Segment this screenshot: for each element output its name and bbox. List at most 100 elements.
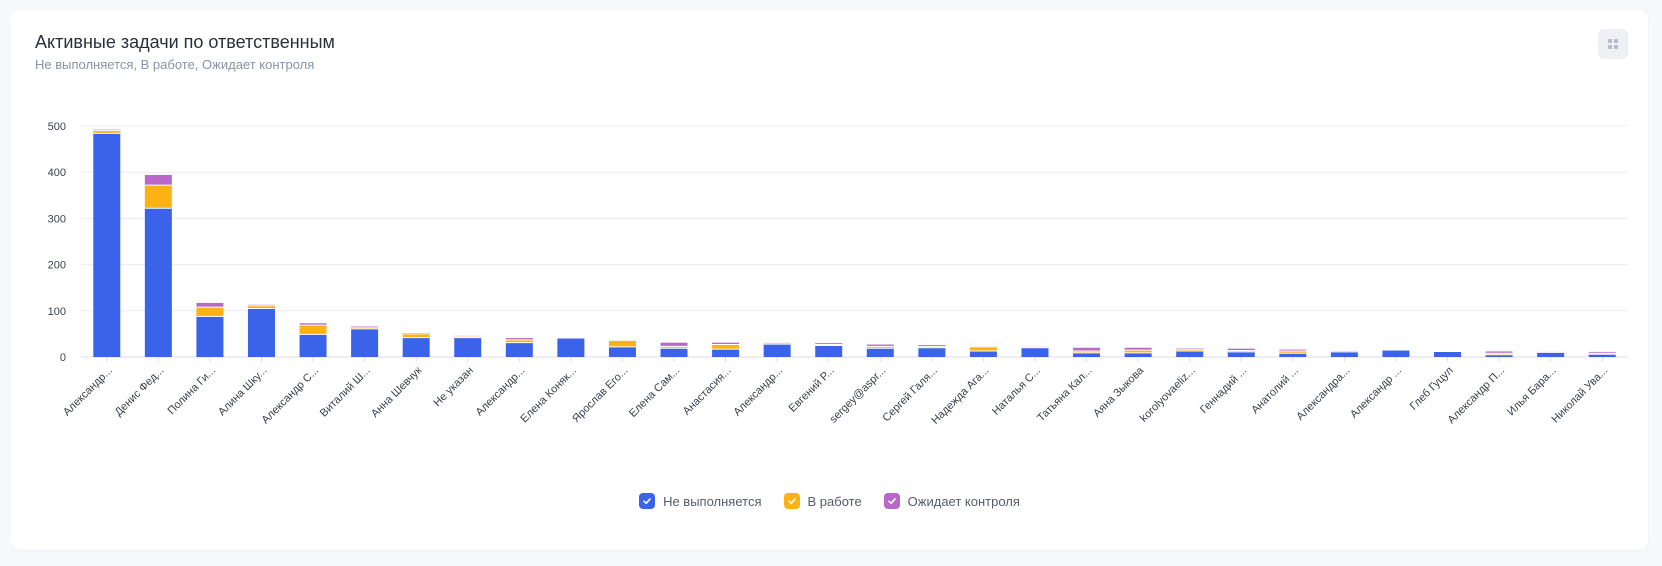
x-tick-label: sergey@aspr... xyxy=(827,365,888,426)
bar-segment xyxy=(866,348,894,357)
legend-checkbox[interactable] xyxy=(883,493,900,509)
bar-segment xyxy=(1073,352,1101,357)
chart-legend: Не выполняется В работе Ожидает контроля xyxy=(11,493,1648,509)
x-tick-label: Анна Шевчук xyxy=(369,365,424,420)
x-tick-label: Виталий Ш... xyxy=(318,365,373,420)
bar-segment xyxy=(93,133,121,357)
bar-segment xyxy=(1227,350,1255,352)
bar-segment xyxy=(1124,347,1152,351)
bar-segment xyxy=(505,338,533,340)
x-tick-label: Наталья С... xyxy=(990,365,1043,418)
x-tick-label: Анастасия... xyxy=(681,365,734,418)
bar-segment xyxy=(969,346,997,351)
bar-segment xyxy=(247,308,275,357)
y-tick-label: 500 xyxy=(48,121,66,133)
bar-segment xyxy=(763,342,791,345)
bar-segment xyxy=(299,334,327,357)
bar-segment xyxy=(1073,347,1101,351)
chart-menu-button[interactable] xyxy=(1598,29,1628,59)
x-tick-label: Александр... xyxy=(731,365,785,419)
bar-segment xyxy=(969,350,997,357)
bar-segment xyxy=(608,340,636,347)
x-tick-label: Татьяна Кал... xyxy=(1035,365,1095,425)
bar-segment xyxy=(1537,352,1565,357)
x-tick-label: Николай Ува... xyxy=(1550,365,1611,426)
x-tick-label: Евгений Р... xyxy=(787,365,837,415)
check-icon xyxy=(643,498,651,505)
bar-segment xyxy=(918,346,946,348)
x-tick-label: Глеб Гуцул xyxy=(1408,365,1456,413)
legend-label: Не выполняется xyxy=(663,493,762,509)
bar-segment xyxy=(1073,350,1101,353)
bar-segment xyxy=(1176,349,1204,351)
bar-segment xyxy=(1485,353,1513,355)
bar-segment xyxy=(1279,353,1307,357)
bar-segment xyxy=(763,344,791,357)
bar-segment xyxy=(1588,354,1616,357)
bar-segment xyxy=(144,208,172,357)
y-tick-label: 200 xyxy=(48,260,66,272)
x-tick-label: Александр ... xyxy=(1348,365,1404,421)
bar-segment xyxy=(1227,351,1255,357)
bar-segment xyxy=(712,344,740,350)
bar-segment xyxy=(454,337,482,357)
bar-segment xyxy=(1227,348,1255,351)
bar-segment xyxy=(1485,351,1513,354)
legend-item[interactable]: Не выполняется xyxy=(639,493,762,509)
x-tick-label: Алина Шку... xyxy=(216,365,270,419)
bar-segment xyxy=(712,349,740,357)
x-tick-label: Александра... xyxy=(1294,365,1352,423)
legend-checkbox[interactable] xyxy=(639,493,656,509)
x-tick-label: Не указан xyxy=(431,365,475,409)
bar-segment xyxy=(299,325,327,335)
bar-segment xyxy=(1330,350,1358,352)
x-tick-label: Анатолий ... xyxy=(1249,365,1301,417)
bar-segment xyxy=(454,336,482,338)
bar-segment xyxy=(866,344,894,347)
bar-segment xyxy=(144,174,172,186)
bar-segment xyxy=(866,346,894,349)
bar-segment xyxy=(1588,351,1616,354)
legend-checkbox[interactable] xyxy=(783,493,800,509)
bar-segment xyxy=(918,347,946,357)
bar-segment xyxy=(196,316,224,357)
bar-segment xyxy=(557,338,585,357)
bar-segment xyxy=(505,339,533,343)
bar-segment xyxy=(660,348,688,357)
legend-label: Ожидает контроля xyxy=(907,493,1020,509)
bar-segment xyxy=(815,343,843,345)
bar-segment xyxy=(1382,350,1410,357)
y-tick-label: 0 xyxy=(60,352,66,364)
legend-label: В работе xyxy=(807,493,862,509)
x-tick-label: Геннадий ... xyxy=(1198,365,1249,416)
bar-segment xyxy=(1330,351,1358,357)
bar-segment xyxy=(1434,351,1462,357)
bar-segment xyxy=(505,342,533,357)
bar-segment xyxy=(299,323,327,326)
chart-subtitle: Не выполняется, В работе, Ожидает контро… xyxy=(35,57,315,72)
chart-card: Активные задачи по ответственным Не выпо… xyxy=(11,10,1648,550)
bar-segment xyxy=(918,344,946,347)
y-tick-label: 300 xyxy=(48,213,66,225)
check-icon xyxy=(787,498,796,505)
bar-segment xyxy=(1279,349,1307,351)
x-tick-label: Денис Фед... xyxy=(113,365,167,419)
bar-segment xyxy=(660,346,688,349)
bar-segment xyxy=(196,302,224,308)
x-tick-label: Аяна Зыкова xyxy=(1091,364,1147,420)
bar-segment xyxy=(93,130,121,134)
bar-segment xyxy=(196,307,224,317)
bar-segment xyxy=(247,305,275,309)
x-tick-label: Полина Ги... xyxy=(166,365,219,418)
chart-title: Активные задачи по ответственным xyxy=(35,32,335,52)
bar-segment xyxy=(660,342,688,347)
x-tick-label: Александр... xyxy=(474,365,528,419)
y-tick-label: 100 xyxy=(48,306,66,318)
legend-item[interactable]: Ожидает контроля xyxy=(883,493,1020,509)
x-tick-label: Ярослав Его... xyxy=(570,365,630,425)
bar-segment xyxy=(351,326,379,329)
x-tick-label: korolyovaeliz... xyxy=(1138,365,1198,425)
legend-item[interactable]: В работе xyxy=(783,493,862,509)
bar-segment xyxy=(144,185,172,209)
